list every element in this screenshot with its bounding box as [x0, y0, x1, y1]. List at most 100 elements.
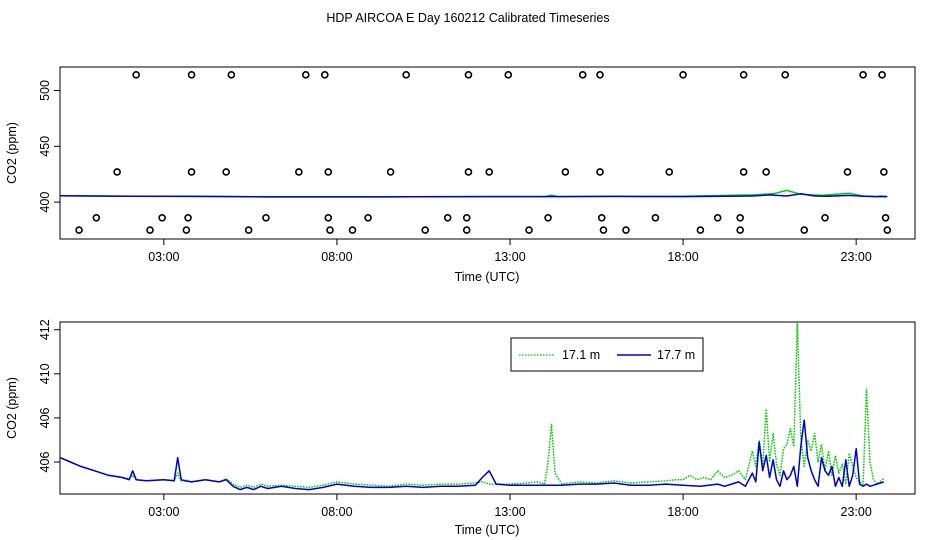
legend-label-17-7m: 17.7 m [657, 348, 695, 362]
data-point [326, 226, 334, 234]
data-point [301, 71, 310, 79]
data-point [75, 226, 83, 234]
data-point [736, 213, 744, 222]
data-point [421, 226, 429, 234]
data-point [597, 213, 606, 222]
data-point [182, 226, 191, 234]
data-point [762, 168, 770, 176]
x-tick-label: 18:00 [667, 505, 698, 519]
series-line-2 [59, 193, 888, 198]
x-axis-bottom: 03:00 08:00 13:00 18:00 23:00 [148, 494, 872, 519]
legend: 17.1 m 17.7 m [510, 337, 704, 372]
x-axis-label-top: Time (UTC) [455, 270, 520, 284]
data-point [665, 168, 674, 176]
series-line-17-7-m [59, 419, 885, 491]
data-point [713, 213, 722, 222]
y-axis-bottom: 406 406 410 412 [38, 319, 60, 472]
x-tick-label: 13:00 [494, 505, 525, 519]
panel-top: 03:00 08:00 13:00 18:00 23:00 400 450 500 Time… [5, 66, 916, 284]
data-point [184, 213, 192, 222]
data-point [622, 226, 630, 234]
data-point [321, 71, 329, 79]
data-point [821, 213, 829, 222]
x-axis-top: 03:00 08:00 13:00 18:00 23:00 [148, 239, 872, 264]
data-point [883, 226, 892, 234]
data-point [739, 71, 748, 79]
y-tick-label: 406 [38, 452, 52, 473]
data-point [158, 213, 166, 222]
data-point [739, 168, 748, 176]
y-tick-label: 406 [38, 407, 52, 428]
data-point [464, 71, 473, 79]
figure-title: HDP AIRCOA E Day 160212 Calibrated Times… [326, 11, 609, 25]
y-axis-label-top: CO2 (ppm) [5, 122, 19, 184]
data-point [651, 213, 660, 222]
data-point [544, 213, 552, 222]
series-line-17-1-m [59, 322, 885, 489]
data-point [878, 71, 886, 79]
data-point [859, 71, 867, 79]
data-point [324, 213, 333, 222]
data-point [462, 213, 471, 222]
plot-frame-bottom [59, 321, 916, 495]
data-point [244, 226, 253, 234]
data-point [736, 226, 744, 234]
y-axis-top: 400 450 500 [38, 80, 60, 213]
data-point [596, 71, 604, 79]
data-point [348, 226, 357, 234]
data-point [781, 71, 789, 79]
x-tick-label: 13:00 [494, 250, 525, 264]
y-axis-label-bottom: CO2 (ppm) [5, 377, 19, 439]
y-tick-label: 410 [38, 363, 52, 384]
data-point [464, 168, 473, 176]
data-point [462, 226, 471, 234]
plot-frame-top [59, 66, 916, 240]
data-point [227, 71, 236, 79]
data-point [402, 71, 410, 79]
data-point [525, 226, 533, 234]
data-point [364, 213, 372, 222]
panel-bottom: 03:00 08:00 13:00 18:00 23:00 406 406 410 412 T… [5, 319, 916, 537]
data-point [92, 213, 101, 222]
data-point [880, 168, 888, 176]
data-point [132, 71, 140, 79]
data-point [561, 168, 570, 176]
x-axis-label-bottom: Time (UTC) [455, 523, 520, 537]
data-point [800, 226, 809, 234]
data-point [222, 168, 230, 176]
y-tick-label: 450 [38, 136, 52, 157]
data-point [324, 168, 333, 176]
x-tick-label: 08:00 [321, 250, 352, 264]
data-point [295, 168, 303, 176]
data-point [113, 168, 121, 176]
data-point [187, 71, 196, 79]
data-point [146, 226, 154, 234]
series-layer-top [59, 189, 888, 198]
x-tick-label: 18:00 [667, 250, 698, 264]
data-point [843, 168, 852, 176]
data-point [187, 168, 196, 176]
data-point [262, 213, 270, 222]
x-tick-label: 23:00 [841, 505, 872, 519]
x-tick-label: 23:00 [841, 250, 872, 264]
data-point [443, 213, 452, 222]
x-tick-label: 08:00 [321, 505, 352, 519]
data-point [386, 168, 395, 176]
data-point [599, 226, 608, 234]
data-point [485, 168, 494, 176]
data-point [578, 71, 587, 79]
y-tick-label: 400 [38, 192, 52, 213]
series-layer-bottom [59, 322, 885, 491]
y-tick-label: 412 [38, 319, 52, 340]
data-point [679, 71, 687, 79]
x-tick-label: 03:00 [148, 250, 179, 264]
data-point [696, 226, 705, 234]
y-tick-label: 500 [38, 80, 52, 101]
legend-label-17-1m: 17.1 m [562, 348, 600, 362]
data-point [504, 71, 513, 79]
points-layer-top [75, 71, 892, 234]
data-point [596, 168, 604, 176]
data-point [881, 213, 890, 222]
x-tick-label: 03:00 [148, 505, 179, 519]
